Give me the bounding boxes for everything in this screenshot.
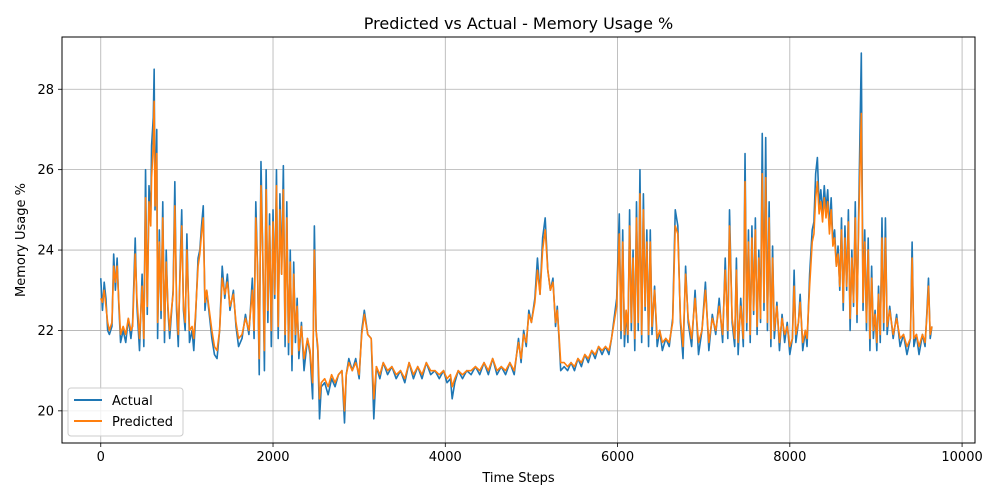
x-tick-label: 0 [97, 450, 105, 465]
x-tick-label: 6000 [601, 450, 634, 465]
legend-label-predicted: Predicted [112, 415, 173, 430]
legend-label-actual: Actual [112, 394, 153, 409]
y-tick-label: 24 [37, 244, 54, 259]
chart-title: Predicted vs Actual - Memory Usage % [364, 14, 673, 33]
x-tick-label: 4000 [429, 450, 462, 465]
x-tick-label: 10000 [941, 450, 982, 465]
x-axis-label: Time Steps [481, 471, 555, 486]
y-tick-label: 22 [37, 324, 54, 339]
series-layer [99, 52, 933, 424]
plot-frame [61, 36, 976, 444]
x-tick-label: 2000 [256, 450, 289, 465]
x-tick-label: 8000 [773, 450, 806, 465]
y-tick-label: 28 [37, 83, 54, 98]
y-tick-label: 26 [37, 163, 54, 178]
legend: Actual Predicted [67, 387, 184, 437]
series-line-predicted [100, 100, 933, 412]
grid [62, 37, 975, 443]
axis-ticks: 0 2000 4000 6000 8000 10000 20 22 24 26 28 [37, 83, 982, 465]
y-tick-label: 20 [37, 404, 54, 419]
y-axis-label: Memory Usage % [14, 183, 29, 297]
